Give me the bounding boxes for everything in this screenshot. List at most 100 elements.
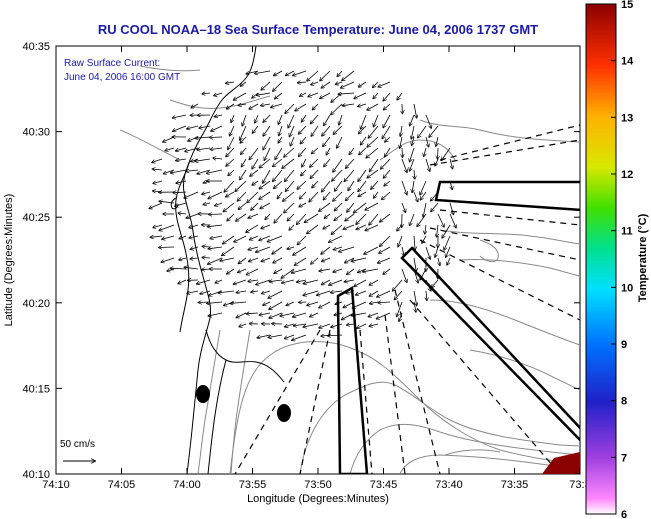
current-vector bbox=[383, 268, 391, 274]
current-vector bbox=[413, 257, 416, 271]
current-vector bbox=[210, 148, 223, 150]
current-vector bbox=[358, 191, 367, 197]
current-vector bbox=[359, 125, 367, 134]
current-vector bbox=[319, 202, 331, 211]
current-vector bbox=[420, 180, 427, 195]
current-vector bbox=[307, 224, 319, 234]
current-vector bbox=[378, 257, 391, 263]
current-vector bbox=[319, 269, 331, 271]
current-vector bbox=[274, 180, 283, 188]
current-vector bbox=[241, 158, 247, 167]
current-vector bbox=[356, 213, 367, 224]
current-vector bbox=[286, 180, 295, 191]
current-vector bbox=[293, 246, 307, 255]
current-vector bbox=[397, 301, 403, 317]
box-east bbox=[434, 180, 580, 212]
current-vector bbox=[238, 268, 247, 273]
current-vector bbox=[170, 268, 187, 269]
current-vector bbox=[161, 257, 175, 262]
current-vector bbox=[329, 235, 343, 242]
current-vector bbox=[236, 213, 247, 221]
current-vector bbox=[418, 125, 427, 138]
current-vector bbox=[261, 257, 271, 262]
chart-title: RU COOL NOAA–18 Sea Surface Temperature:… bbox=[98, 22, 538, 37]
current-vector bbox=[252, 158, 259, 169]
current-vector bbox=[236, 312, 247, 318]
current-vector bbox=[346, 191, 355, 201]
current-vector bbox=[331, 291, 343, 293]
current-vector bbox=[260, 202, 271, 209]
current-vector bbox=[425, 224, 426, 234]
current-vector bbox=[273, 158, 283, 167]
y-tick-label: 40:35 bbox=[22, 41, 50, 53]
current-vector bbox=[305, 213, 319, 222]
current-vector bbox=[223, 202, 235, 212]
current-vector bbox=[312, 180, 319, 188]
current-vector bbox=[184, 267, 199, 269]
current-vector bbox=[300, 92, 307, 96]
current-vector bbox=[369, 279, 379, 285]
current-vector bbox=[261, 81, 271, 90]
current-vector bbox=[252, 125, 259, 133]
current-vector bbox=[228, 169, 235, 176]
current-vector bbox=[358, 104, 367, 107]
current-vector bbox=[213, 158, 223, 159]
current-vector bbox=[293, 312, 307, 317]
x-tick-label: 73:50 bbox=[304, 479, 332, 491]
current-vector bbox=[207, 225, 223, 227]
current-vector bbox=[424, 147, 426, 156]
current-vector bbox=[331, 323, 343, 327]
current-vector bbox=[401, 180, 407, 195]
current-vector bbox=[178, 279, 187, 284]
current-vector bbox=[250, 169, 259, 176]
current-vector bbox=[222, 246, 235, 256]
current-vector bbox=[311, 257, 319, 264]
current-vector bbox=[256, 246, 271, 252]
box-south bbox=[336, 285, 369, 474]
current-vector bbox=[356, 224, 367, 229]
current-vector bbox=[312, 103, 319, 110]
current-vector bbox=[343, 224, 355, 229]
current-vector bbox=[447, 257, 451, 265]
current-vector bbox=[402, 147, 403, 157]
current-vector bbox=[444, 235, 451, 250]
current-vector bbox=[367, 169, 379, 178]
current-vector bbox=[285, 169, 295, 181]
current-vector bbox=[384, 103, 391, 110]
plot-area: Raw Surface Current: June 04, 2006 16:00… bbox=[55, 45, 581, 475]
current-vector bbox=[200, 290, 211, 294]
x-tick-label: 73:35 bbox=[501, 479, 529, 491]
current-vector bbox=[345, 213, 355, 221]
current-vector bbox=[202, 93, 211, 94]
current-vector bbox=[223, 235, 235, 244]
current-vector bbox=[382, 191, 391, 200]
colorbar-tick-label: 6 bbox=[621, 509, 627, 519]
current-vector bbox=[210, 235, 223, 239]
current-vector bbox=[364, 246, 379, 254]
current-vector bbox=[431, 202, 439, 212]
y-axis-label: Latitude (Degrees:Minutes) bbox=[3, 194, 15, 327]
current-vector bbox=[295, 103, 307, 111]
current-vector bbox=[173, 192, 187, 193]
current-vector bbox=[186, 213, 199, 218]
current-vector bbox=[274, 70, 283, 76]
current-vector bbox=[412, 136, 414, 145]
x-tick-label: 74:10 bbox=[42, 479, 70, 491]
current-vector bbox=[342, 104, 355, 106]
current-vector bbox=[307, 301, 319, 305]
current-vector bbox=[277, 191, 283, 199]
current-vector bbox=[319, 301, 331, 308]
colorbar-tick-label: 15 bbox=[621, 0, 633, 11]
current-vector bbox=[323, 191, 331, 200]
current-vector bbox=[359, 147, 367, 155]
current-vector bbox=[187, 290, 199, 293]
current-vector bbox=[150, 236, 163, 237]
current-vector bbox=[414, 169, 415, 179]
station-marker-2 bbox=[277, 404, 291, 422]
current-vector bbox=[358, 180, 367, 192]
current-vector bbox=[301, 169, 307, 176]
current-vector bbox=[382, 125, 391, 139]
current-vector bbox=[246, 224, 259, 232]
current-vector bbox=[348, 180, 355, 191]
